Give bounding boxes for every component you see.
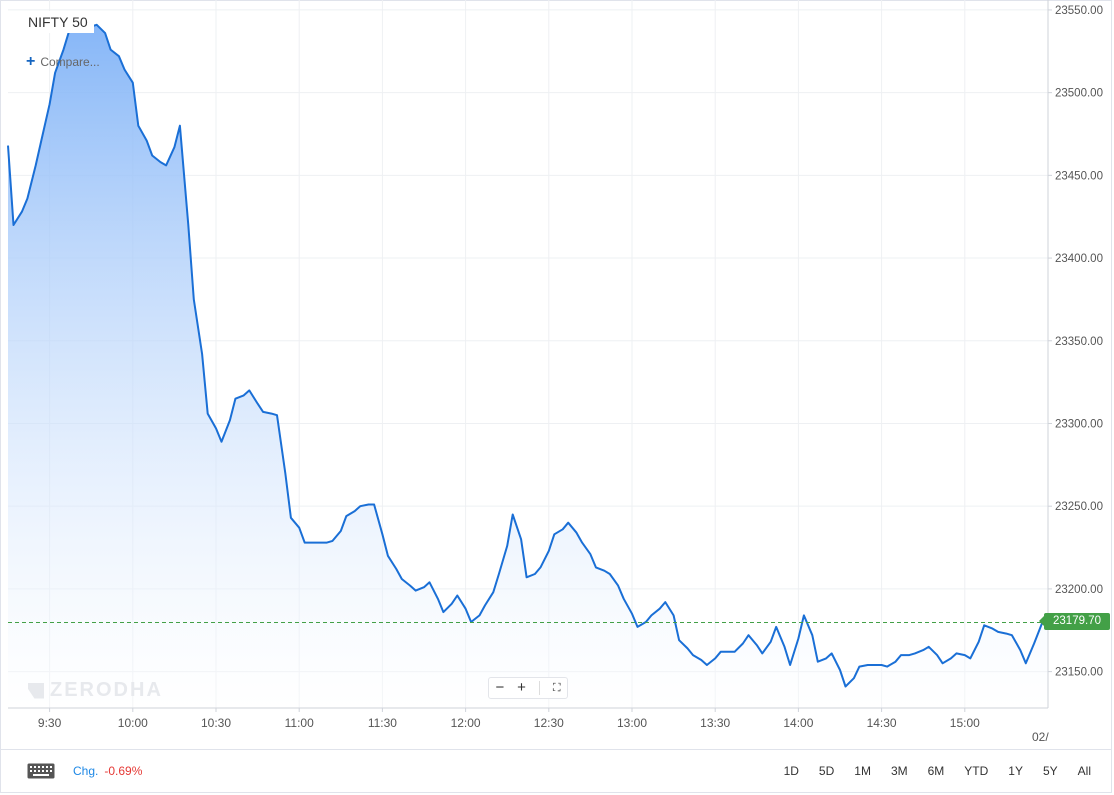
range-button-6m[interactable]: 6M — [927, 764, 945, 778]
price-line — [7, 20, 1049, 688]
y-tick-label: 23150.00 — [1055, 667, 1103, 679]
x-tick-label: 12:30 — [534, 716, 564, 730]
plus-icon: + — [26, 53, 36, 70]
x-tick-label: 11:30 — [368, 716, 397, 730]
zoom-controls: − + ⛶ — [488, 677, 568, 699]
change-label: Chg. — [73, 764, 99, 778]
x-tick-label: 9:30 — [38, 716, 62, 730]
zerodha-watermark: ZERODHA — [28, 679, 163, 702]
y-tick-label: 23400.00 — [1055, 253, 1103, 265]
change-value: -0.69% — [104, 764, 143, 778]
x-tick-label: 10:00 — [118, 716, 148, 730]
zoom-out-button[interactable]: − — [495, 679, 505, 696]
range-button-5y[interactable]: 5Y — [1042, 764, 1058, 778]
zerodha-logo-icon — [28, 682, 44, 699]
zoom-in-button[interactable]: + — [517, 679, 526, 696]
y-tick-label: 23300.00 — [1055, 418, 1103, 430]
last-price-tag: 23179.70 — [1039, 613, 1110, 631]
y-axis-ticks: 23150.00 23200.00 23250.00 23300.00 23350.00… — [1048, 5, 1103, 679]
price-area-fill — [8, 21, 1048, 708]
chart-footer: Chg. -0.69% 1D 5D 1M 3M 6M YTD 1Y 5Y All — [1, 749, 1111, 792]
keyboard-icon[interactable] — [27, 763, 55, 779]
compare-button[interactable]: + Compare... — [26, 53, 100, 70]
fit-screen-button[interactable]: ⛶ — [552, 682, 561, 694]
range-button-3m[interactable]: 3M — [890, 764, 908, 778]
x-tick-label: 15:00 — [950, 716, 980, 730]
range-button-1d[interactable]: 1D — [783, 764, 799, 778]
compare-label: Compare... — [40, 55, 100, 69]
x-tick-label: 14:30 — [867, 716, 897, 730]
x-tick-label: 14:00 — [783, 716, 813, 730]
x-tick-label: 13:30 — [700, 716, 730, 730]
x-tick-label: 13:00 — [617, 716, 647, 730]
watermark-text: ZERODHA — [50, 679, 163, 701]
range-button-1y[interactable]: 1Y — [1008, 764, 1023, 778]
y-tick-label: 23350.00 — [1055, 336, 1103, 348]
range-button-5d[interactable]: 5D — [818, 764, 835, 778]
range-button-all[interactable]: All — [1077, 764, 1091, 778]
range-selector: 1D 5D 1M 3M 6M YTD 1Y 5Y All — [764, 764, 1091, 778]
y-tick-label: 23200.00 — [1055, 584, 1103, 596]
x-tick-label: 11:00 — [285, 716, 314, 730]
y-tick-label: 23250.00 — [1055, 501, 1103, 513]
symbol-title[interactable]: NIFTY 50 — [22, 11, 94, 33]
x-tick-label: 12:00 — [451, 716, 481, 730]
x-axis-edge-label: 02/ — [1032, 730, 1049, 744]
zoom-divider — [538, 681, 540, 695]
y-tick-label: 23550.00 — [1055, 5, 1103, 17]
x-tick-label: 10:30 — [201, 716, 231, 730]
y-tick-label: 23450.00 — [1055, 170, 1103, 182]
range-button-1m[interactable]: 1M — [854, 764, 871, 778]
x-axis-ticks: 9:30 10:00 10:30 11:00 11:30 12:00 12:30 13:00 1… — [38, 708, 980, 730]
y-tick-label: 23500.00 — [1055, 88, 1103, 100]
chart-area[interactable]: 23150.00 23200.00 23250.00 23300.00 23350.00… — [0, 0, 1112, 750]
range-button-ytd[interactable]: YTD — [964, 764, 989, 778]
